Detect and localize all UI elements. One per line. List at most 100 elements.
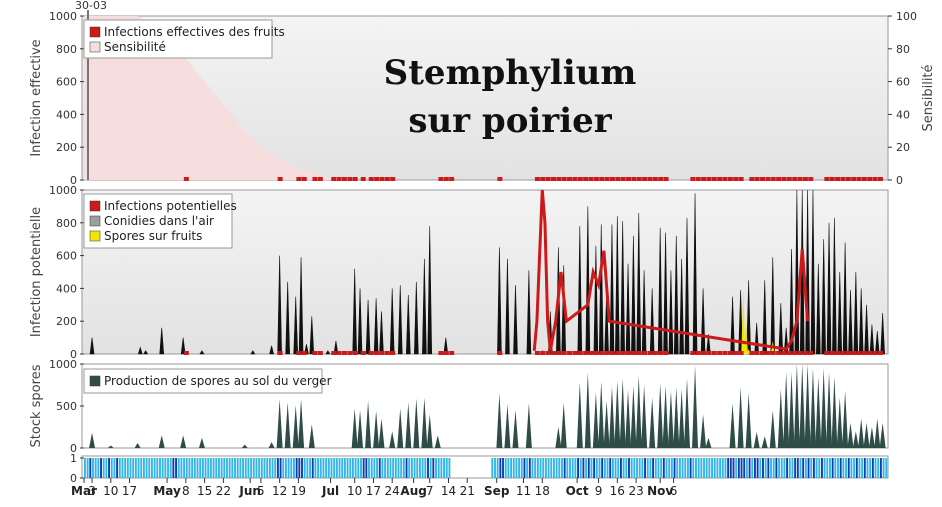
strip-cell xyxy=(287,458,290,478)
strip-cell xyxy=(794,458,797,478)
strip-cell xyxy=(515,458,518,478)
strip-cell xyxy=(183,458,186,478)
top-y-tick-label: 200 xyxy=(56,141,77,154)
strip-cell xyxy=(121,458,124,478)
strip-cell xyxy=(614,458,617,478)
strip-cell xyxy=(625,458,628,478)
effective-infection-marker xyxy=(717,177,723,181)
strip-cell xyxy=(244,458,247,478)
strip-cell xyxy=(226,458,228,478)
potential-infection-marker xyxy=(781,351,787,355)
spore-production-peak xyxy=(852,431,859,448)
potential-infection-marker xyxy=(561,351,567,355)
strip-cell xyxy=(646,458,649,478)
x-tick-label: 6 xyxy=(670,484,678,498)
spore-production-peak xyxy=(657,383,664,448)
strip-cell xyxy=(703,458,705,478)
strip-cell xyxy=(622,458,625,478)
potential-infection-marker xyxy=(609,351,615,355)
strip-cell xyxy=(220,458,223,478)
potential-infection-marker xyxy=(593,351,599,355)
strip-cell xyxy=(775,458,778,478)
strip-cell xyxy=(649,458,652,478)
effective-infection-marker xyxy=(577,177,583,181)
effective-infection-marker xyxy=(738,177,744,181)
potential-infection-marker xyxy=(545,351,551,355)
strip-cell xyxy=(389,458,392,478)
strip-cell xyxy=(684,458,687,478)
strip-cell xyxy=(561,458,563,478)
strip-cell xyxy=(620,458,622,478)
strip-cell xyxy=(400,458,403,478)
strip-cell xyxy=(357,458,360,478)
strip-cell xyxy=(654,458,657,478)
effective-infection-marker xyxy=(534,177,540,181)
chart-title-line-1: Stemphylium xyxy=(384,53,637,93)
strip-cell xyxy=(218,458,220,478)
spore-production-peak xyxy=(700,414,707,448)
strip-cell xyxy=(815,458,818,478)
potential-infection-marker xyxy=(626,351,632,355)
potential-infection-marker xyxy=(615,351,621,355)
conidies-peak xyxy=(679,258,684,355)
strip-cell xyxy=(295,458,298,478)
potential-infection-marker xyxy=(797,351,803,355)
top-y-tick-label: 400 xyxy=(56,108,77,121)
top-y-tick-label: 600 xyxy=(56,76,77,89)
effective-infection-marker xyxy=(390,177,396,181)
strip-cell xyxy=(499,458,502,478)
strip-cell xyxy=(94,458,97,478)
strip-cell xyxy=(853,458,856,478)
spore-production-peak xyxy=(761,436,768,448)
potential-infection-marker xyxy=(776,351,782,355)
effective-infection-marker xyxy=(824,177,830,181)
spore-production-peak xyxy=(598,381,605,448)
effective-infection-marker xyxy=(631,177,637,181)
strip-cell xyxy=(161,458,164,478)
spore-production-peak xyxy=(373,411,380,448)
potential-infection-marker xyxy=(352,351,358,355)
strip-cell xyxy=(547,458,550,478)
spore-production-peak xyxy=(745,393,752,448)
strip-cell xyxy=(665,458,668,478)
conidies-peak xyxy=(180,337,186,355)
spore-production-peak xyxy=(180,435,187,448)
strip-cell xyxy=(491,458,494,478)
strip-cell xyxy=(724,458,727,478)
spore-production-peak xyxy=(705,437,712,448)
strip-cell xyxy=(507,458,510,478)
strip-cell xyxy=(239,458,242,478)
potential-infection-marker xyxy=(861,351,867,355)
conidies-peak xyxy=(357,288,363,355)
strip-cell xyxy=(276,458,279,478)
spore-production-peak xyxy=(809,368,816,448)
potential-infection-marker xyxy=(540,351,546,355)
strip-cell xyxy=(788,458,791,478)
conidies-peak xyxy=(309,316,315,355)
strip-cell xyxy=(590,458,593,478)
potential-infection-marker xyxy=(438,351,444,355)
x-tick-label: 9 xyxy=(595,484,603,498)
strip-cell xyxy=(212,458,215,478)
strip-cell xyxy=(443,458,445,478)
effective-infection-marker xyxy=(352,177,358,181)
strip-cell xyxy=(555,458,558,478)
strip-cell xyxy=(167,458,169,478)
spore-production-peak xyxy=(292,405,299,448)
spore-production-peak xyxy=(692,365,699,448)
strip-cell xyxy=(606,458,609,478)
strip-cell xyxy=(563,458,566,478)
strip-cell xyxy=(520,458,523,478)
strip-cell xyxy=(354,458,357,478)
effective-infection-marker xyxy=(781,177,787,181)
effective-infection-marker xyxy=(872,177,878,181)
effective-infection-marker xyxy=(856,177,862,181)
strip-cell xyxy=(124,458,127,478)
legend-swatch-spores-fruits xyxy=(89,230,101,242)
strip-cell xyxy=(611,458,614,478)
spore-production-peak xyxy=(397,408,404,448)
strip-cell xyxy=(585,458,588,478)
strip-cell xyxy=(330,458,333,478)
legend-spores-fruits-label: Spores sur fruits xyxy=(104,229,202,243)
